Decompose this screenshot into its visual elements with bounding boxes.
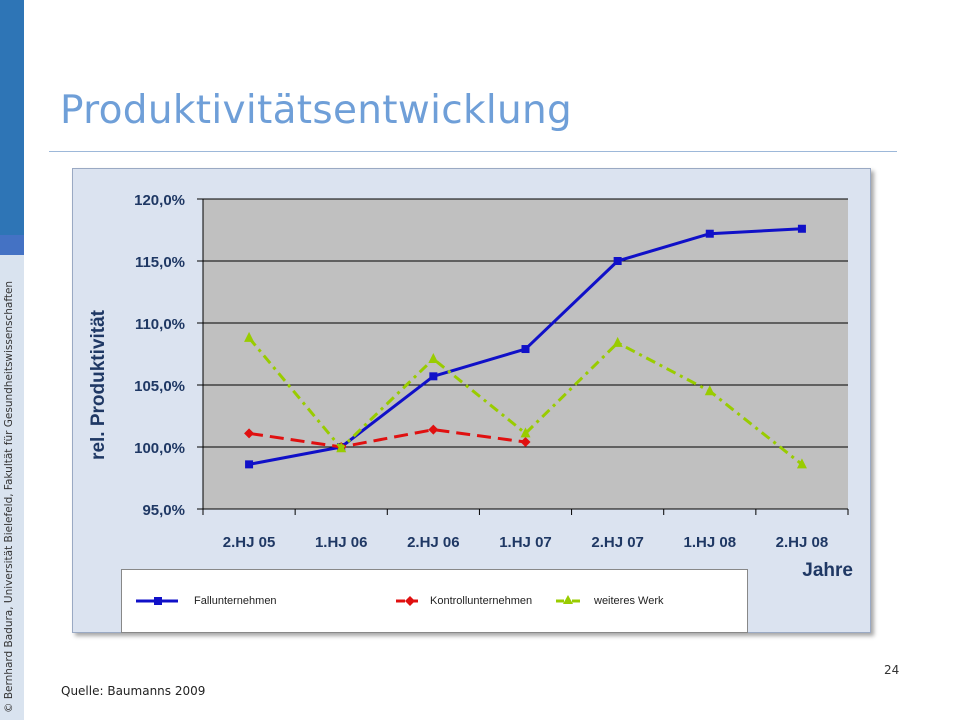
legend-swatch-weiteres-werk — [556, 595, 580, 604]
legend-item-weiteres-werk: weiteres Werk — [556, 592, 736, 610]
x-tick-label: 1.HJ 08 — [684, 534, 737, 551]
legend-swatch-fallunternehmen — [136, 597, 178, 605]
data-point — [612, 336, 623, 347]
slide-title: Produktivitätsentwicklung — [60, 88, 573, 133]
data-point — [613, 257, 622, 265]
data-point — [521, 345, 530, 354]
sidebar-accent-bottom — [0, 255, 24, 720]
title-divider — [49, 151, 897, 152]
sidebar-accent-top — [0, 0, 24, 235]
x-tick-label: 2.HJ 06 — [407, 534, 460, 551]
legend-label-weiteres-werk: weiteres Werk — [594, 595, 664, 607]
data-point — [244, 428, 255, 439]
x-axis-label: Jahre — [802, 560, 853, 581]
x-tick-label: 2.HJ 05 — [223, 534, 276, 551]
data-point — [428, 352, 439, 363]
data-point — [520, 437, 531, 448]
data-point — [429, 372, 438, 381]
series-line-1 — [248, 428, 526, 449]
legend-label-fallunternehmen: Fallunternehmen — [194, 595, 277, 607]
source-note: Quelle: Baumanns 2009 — [61, 684, 206, 698]
data-point — [704, 385, 715, 396]
y-tick-label: 95,0% — [142, 502, 185, 519]
data-point — [797, 224, 806, 233]
y-tick-label: 120,0% — [134, 192, 185, 209]
x-tick-label: 2.HJ 07 — [591, 534, 644, 551]
data-point — [520, 427, 531, 438]
data-point — [245, 460, 254, 469]
data-point — [428, 424, 439, 435]
y-tick-label: 110,0% — [135, 316, 185, 333]
x-tick-label: 2.HJ 08 — [776, 534, 829, 551]
sidebar-accent-mid — [0, 235, 24, 255]
plot-area — [203, 199, 848, 509]
y-tick-label: 105,0% — [134, 378, 185, 395]
page-number: 24 — [884, 663, 900, 677]
data-point — [796, 458, 807, 469]
x-tick-label: 1.HJ 06 — [315, 534, 368, 551]
data-point — [244, 331, 255, 342]
y-tick-label: 100,0% — [134, 440, 185, 457]
y-axis-label: rel. Produktivität — [88, 309, 109, 460]
legend-label-kontrollunternehmen: Kontrollunternehmen — [430, 595, 533, 607]
legend-item-kontrollunternehmen: Kontrollunternehmen — [380, 592, 580, 610]
legend-item-fallunternehmen: Fallunternehmen — [134, 592, 384, 610]
data-point — [336, 442, 347, 453]
data-point — [705, 229, 714, 238]
legend-swatch-kontrollunternehmen — [396, 596, 420, 606]
chart-legend: Fallunternehmen Kontrollunternehmen weit… — [121, 569, 748, 633]
y-tick-label: 115,0% — [135, 254, 185, 271]
x-tick-label: 1.HJ 07 — [499, 534, 552, 551]
